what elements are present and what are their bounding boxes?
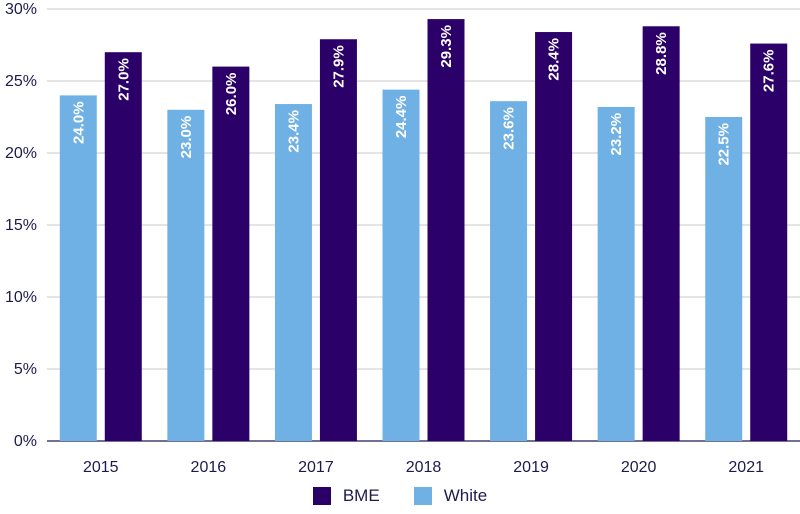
- legend-label-white: White: [443, 486, 488, 505]
- bar-bme-2017: [319, 39, 357, 442]
- y-tick-label: 20%: [5, 145, 37, 162]
- x-tick-label: 2016: [191, 459, 227, 476]
- data-label: 26.0%: [223, 73, 240, 116]
- data-label: 27.9%: [330, 45, 347, 88]
- bar-white-2015: [59, 95, 97, 442]
- bar-white-2020: [597, 106, 635, 442]
- x-tick-label: 2020: [621, 459, 657, 476]
- bar-white-2019: [490, 101, 528, 441]
- bar-bme-2018: [427, 19, 465, 442]
- y-tick-label: 25%: [5, 73, 37, 90]
- data-label: 24.0%: [70, 101, 87, 144]
- bar-white-2021: [705, 117, 743, 441]
- bar-bme-2019: [535, 32, 573, 441]
- bar-bme-2021: [750, 43, 788, 442]
- data-label: 23.4%: [285, 110, 302, 153]
- bar-white-2016: [167, 109, 205, 442]
- legend-label-bme: BME: [342, 486, 380, 505]
- data-label: 27.0%: [115, 58, 132, 101]
- bar-bme-2020: [642, 26, 680, 442]
- x-tick-label: 2018: [406, 459, 442, 476]
- x-tick-label: 2017: [298, 459, 334, 476]
- data-label: 28.4%: [546, 38, 563, 81]
- legend-item-bme: BME: [312, 486, 380, 506]
- data-label: 29.3%: [438, 25, 455, 68]
- y-tick-label: 15%: [5, 217, 37, 234]
- chart-legend: BME White: [0, 486, 800, 506]
- data-label: 22.5%: [716, 123, 733, 166]
- x-tick-label: 2015: [83, 459, 119, 476]
- bar-bme-2015: [104, 52, 142, 441]
- data-label: 27.6%: [761, 50, 778, 93]
- x-axis-ticks: 2015 2016 2017 2018 2019 2020 2021: [83, 459, 764, 476]
- legend-item-white: White: [413, 486, 488, 506]
- bar-white-2018: [382, 89, 420, 441]
- x-tick-label: 2019: [513, 459, 549, 476]
- y-tick-label: 0%: [14, 433, 37, 450]
- legend-swatch-white: [413, 487, 432, 505]
- bar-bme-2016: [212, 66, 250, 441]
- bars: 24.0% 27.0% 23.0% 26.0% 23.4% 27.9% 24.4% 29.3%…: [59, 19, 788, 442]
- data-label: 23.6%: [501, 107, 518, 150]
- data-label: 23.0%: [178, 116, 195, 159]
- y-axis-ticks: 0% 5% 10% 15% 20% 25% 30%: [5, 1, 37, 450]
- data-label: 28.8%: [653, 32, 670, 75]
- gridlines: [47, 8, 800, 442]
- y-tick-label: 30%: [5, 1, 37, 18]
- legend-swatch-bme: [312, 487, 331, 505]
- y-tick-label: 10%: [5, 289, 37, 306]
- data-label: 23.2%: [608, 113, 625, 156]
- bar-white-2017: [274, 104, 312, 441]
- data-label: 24.4%: [393, 96, 410, 139]
- y-tick-label: 5%: [14, 361, 37, 378]
- x-tick-label: 2021: [728, 459, 764, 476]
